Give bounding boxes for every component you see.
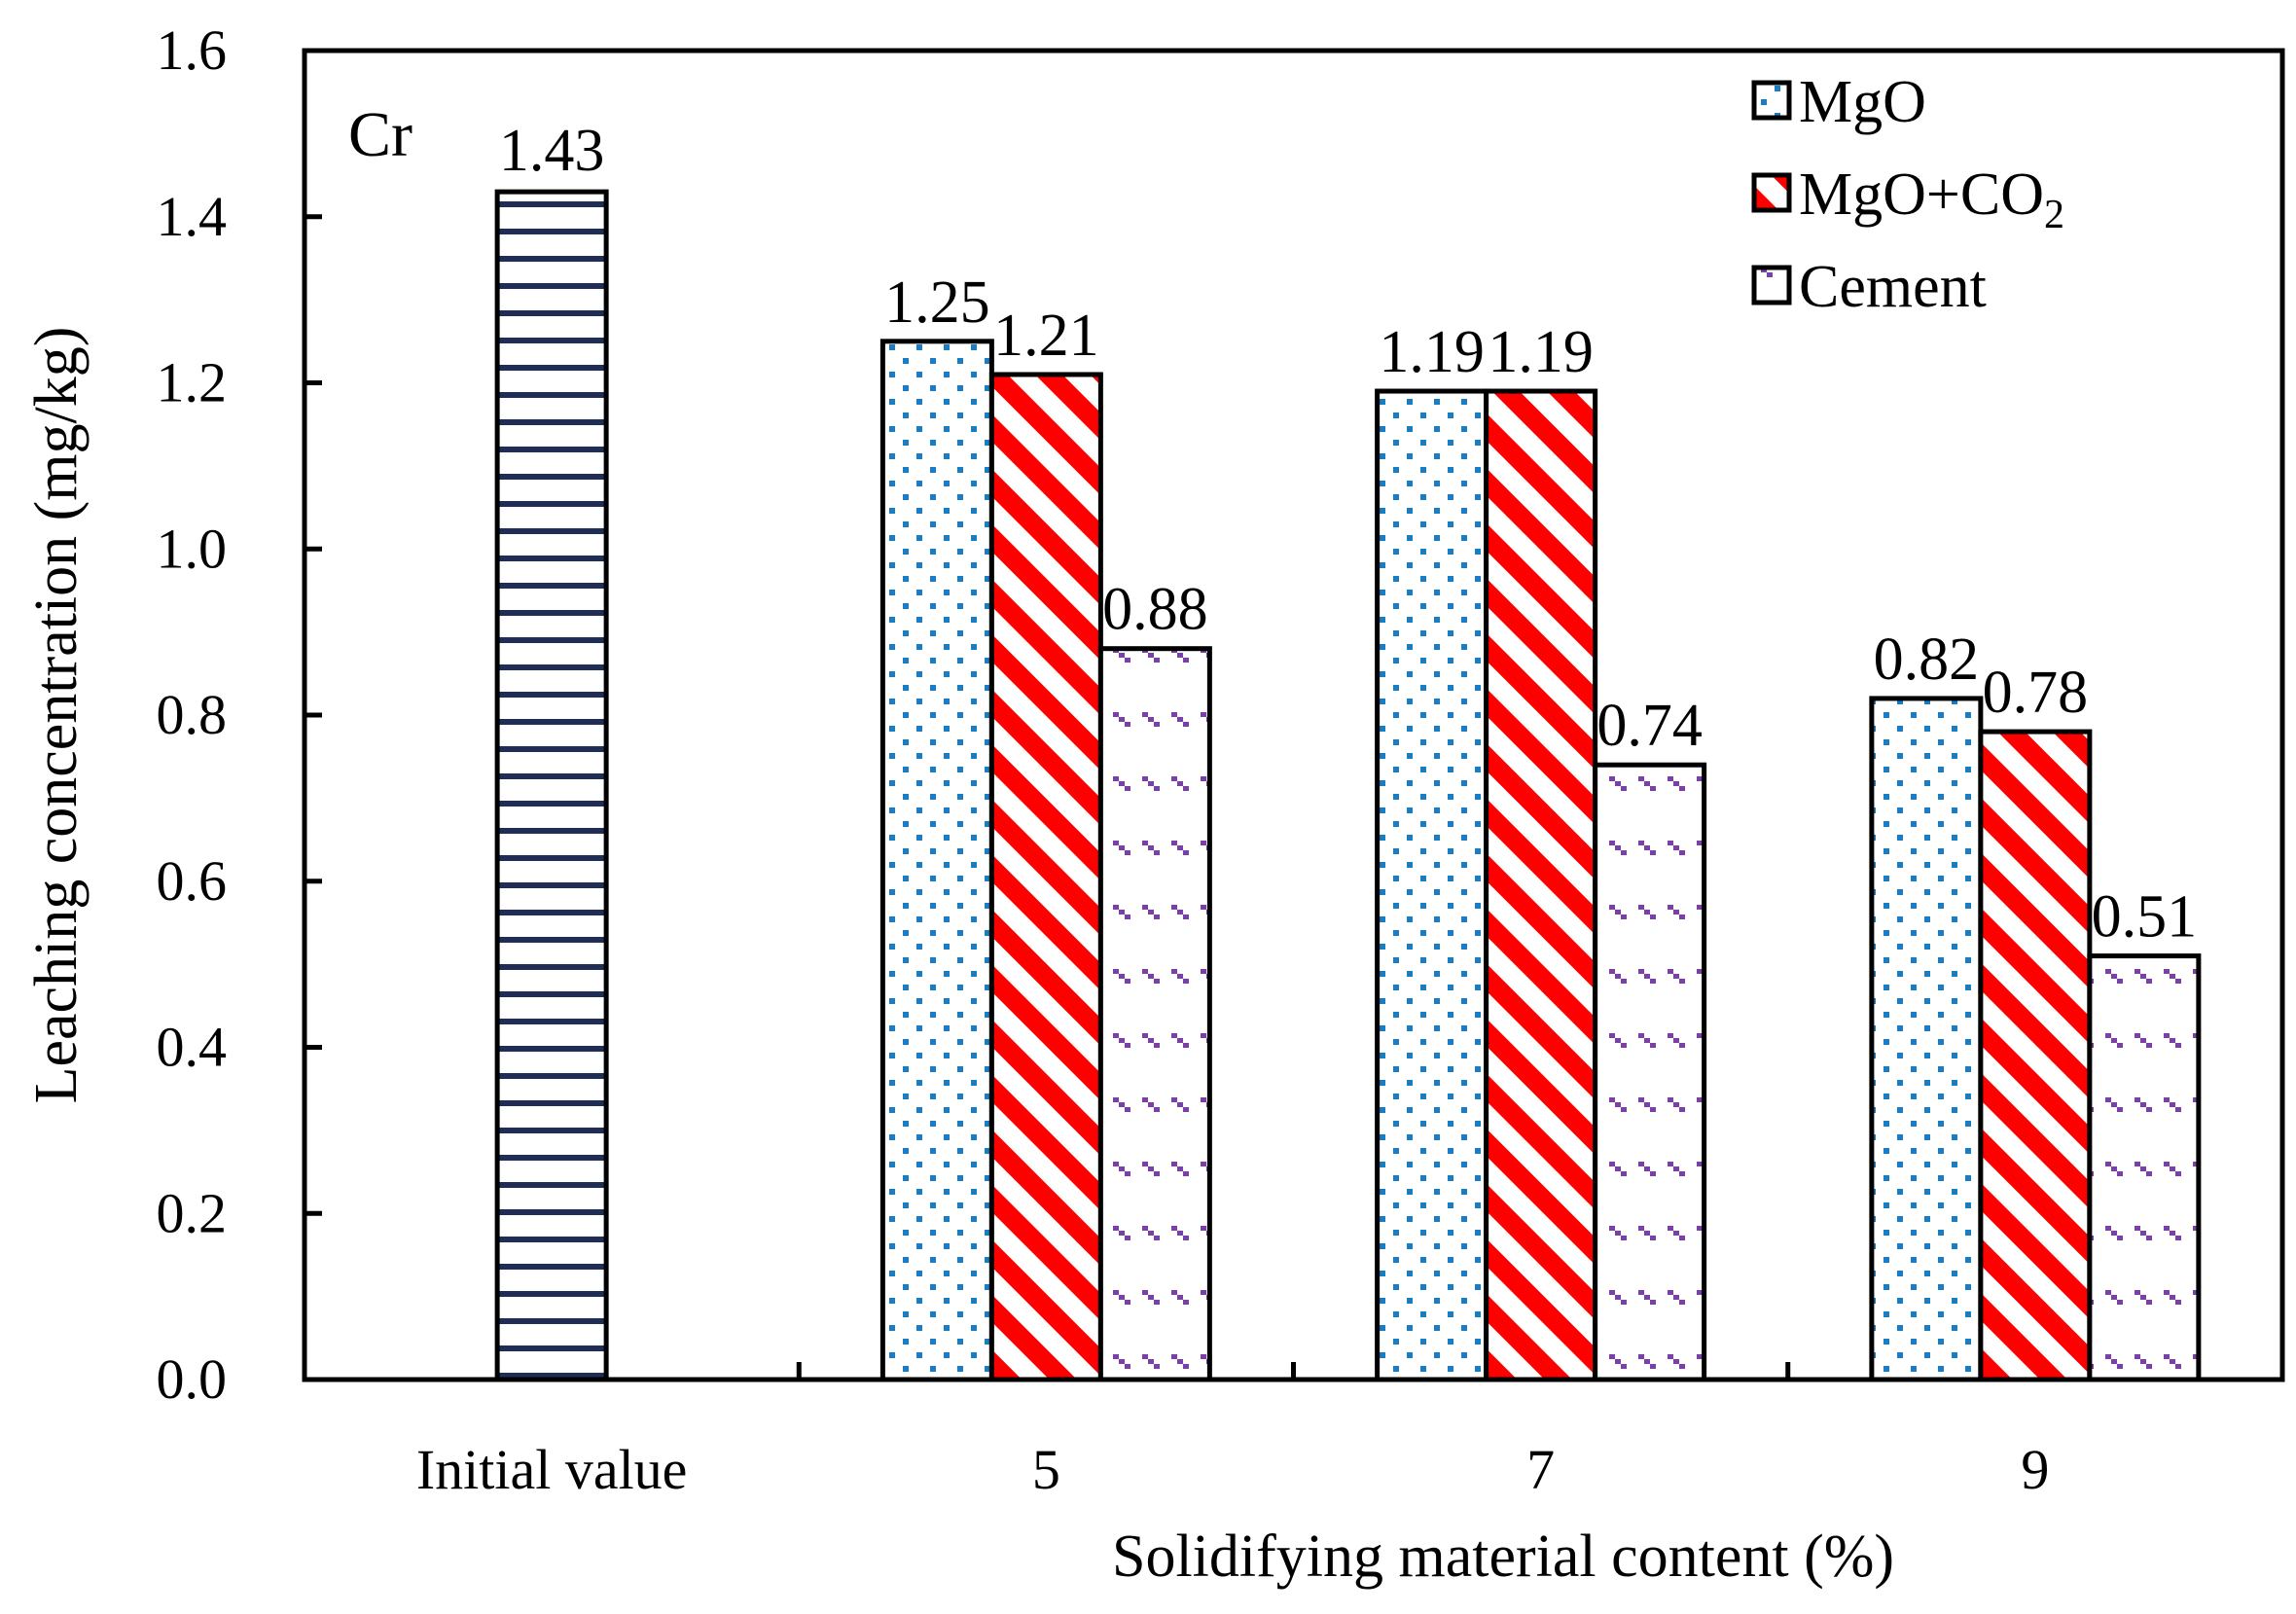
data-label-cement-5: 0.88 (1102, 577, 1208, 643)
legend-label-cement: Cement (1799, 254, 1987, 320)
x-tick-label-7: 7 (1526, 1438, 1555, 1501)
y-tick-label: 1.0 (157, 517, 228, 580)
x-tick-label-initial-value: Initial value (416, 1438, 688, 1501)
data-label-mgo-9: 0.82 (1874, 627, 1980, 693)
bar-mgo-7 (1375, 388, 1489, 1382)
legend-label-mgo: MgO (1799, 69, 1926, 135)
legend-swatch-mgo (1751, 80, 1792, 121)
bar-mgo-9 (1869, 696, 1984, 1382)
bar-cement-5 (1097, 646, 1212, 1382)
data-label-mgo-7: 1.19 (1379, 319, 1485, 385)
x-tick-label-9: 9 (2021, 1438, 2049, 1501)
y-tick-label: 0.2 (157, 1181, 228, 1244)
bar-mgo-co2-7 (1484, 388, 1598, 1382)
legend-swatch-cement (1751, 265, 1792, 305)
data-label-cement-7: 0.74 (1596, 693, 1703, 759)
bar-initial-value (494, 189, 609, 1382)
data-label-mgo-co2-9: 0.78 (1983, 660, 2089, 726)
y-tick-label: 1.2 (157, 351, 228, 414)
y-tick-label: 0.6 (157, 849, 228, 913)
data-label-mgo-co2-7: 1.19 (1488, 319, 1594, 385)
axes: 0.0 0.2 0.4 0.6 0.8 1.0 1.2 1.4 1.6 Initial value… (157, 18, 2285, 1501)
legend-label-mgo-co2-main: MgO+CO (1799, 161, 2044, 228)
y-tick-label: 0.4 (157, 1016, 228, 1079)
legend: MgO MgO+CO2 Cement (1751, 69, 2064, 320)
data-label-mgo-5: 1.25 (884, 269, 990, 336)
bar-mgo-5 (879, 339, 994, 1382)
data-label-cement-9: 0.51 (2092, 884, 2198, 950)
bar-cement-7 (1593, 762, 1707, 1382)
data-label-mgo-co2-5: 1.21 (993, 303, 1099, 369)
y-tick-label: 1.6 (157, 18, 228, 82)
y-tick-label: 0.8 (157, 683, 228, 746)
bar-mgo-co2-9 (1978, 729, 2093, 1382)
legend-label-mgo-co2: MgO+CO2 (1799, 161, 2064, 237)
legend-swatch-mgo-co2 (1751, 172, 1792, 213)
x-axis-title: Solidifying material content (%) (1112, 1524, 1894, 1590)
bar-cement-9 (2087, 953, 2202, 1382)
x-tick-label-5: 5 (1032, 1438, 1060, 1501)
y-tick-label: 0.0 (157, 1347, 228, 1411)
plot-area: 1.43 1.251.21 0.88 1.19 1.19 0.74 0.820.78 0.51 (494, 118, 2202, 1382)
y-tick-label: 1.4 (157, 185, 228, 248)
bar-mgo-co2-5 (988, 372, 1103, 1382)
y-axis-title: Leaching concentration (mg/kg) (23, 327, 90, 1104)
panel-label: Cr (348, 99, 413, 170)
data-label-initial-value: 1.43 (499, 118, 605, 184)
legend-label-mgo-co2-subscript: 2 (2044, 193, 2064, 237)
